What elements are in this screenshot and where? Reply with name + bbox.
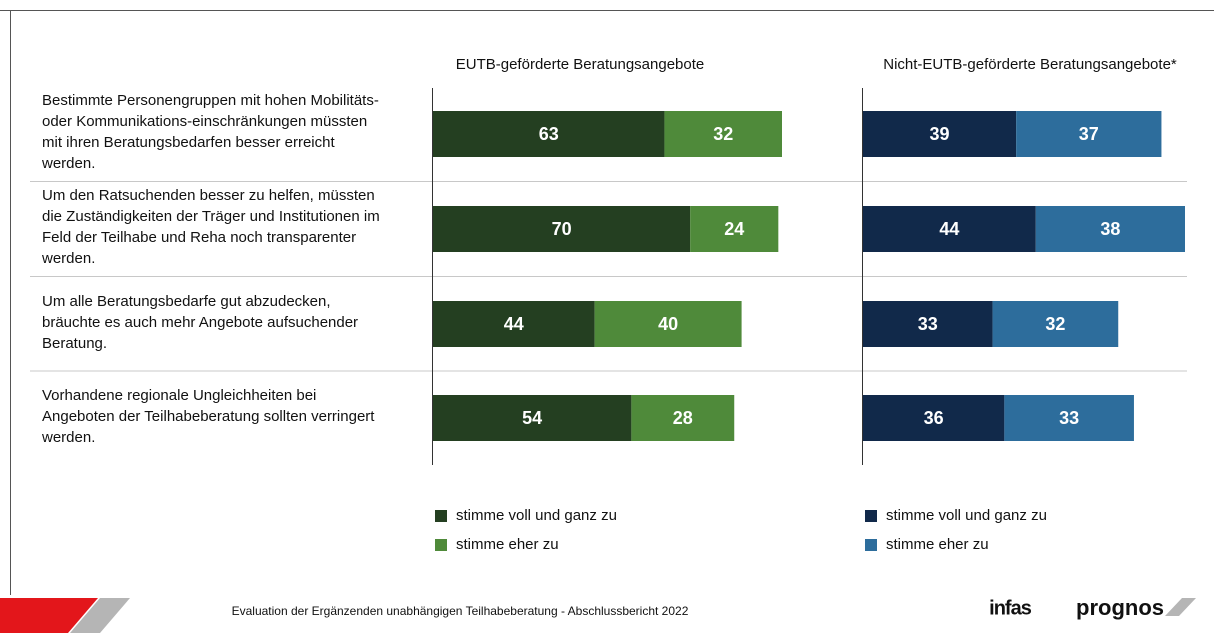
logo-mark — [1165, 598, 1196, 616]
bar-segment — [863, 301, 993, 347]
data-label: 36 — [924, 408, 944, 428]
data-label: 44 — [939, 219, 959, 239]
bar-segment — [631, 395, 735, 441]
bar-segment — [863, 395, 1005, 441]
data-label: 39 — [930, 124, 950, 144]
bar-segment — [863, 111, 1017, 157]
legend-label: stimme voll und ganz zu — [456, 507, 617, 524]
data-label: 38 — [1100, 219, 1120, 239]
bar-segment — [433, 395, 632, 441]
statement: Um alle Beratungsbedarfe gut abzudecken,… — [42, 292, 359, 352]
data-label: 70 — [552, 219, 572, 239]
data-label: 63 — [539, 124, 559, 144]
legend-label: stimme eher zu — [456, 536, 559, 553]
data-label: 54 — [522, 408, 542, 428]
data-label: 33 — [918, 314, 938, 334]
data-label: 32 — [1045, 314, 1065, 334]
data-label: 24 — [724, 219, 744, 239]
footer-stripe-red — [0, 598, 98, 633]
bar-segment — [1016, 111, 1162, 157]
data-label: 32 — [713, 124, 733, 144]
bar-segment — [992, 301, 1119, 347]
panel-title: EUTB-geförderte Beratungsangebote — [456, 56, 705, 73]
statement: Vorhandene regionale Ungleichheiten bei … — [42, 386, 375, 446]
bar-segment — [1035, 206, 1185, 252]
data-label: 40 — [658, 314, 678, 334]
bar-segment — [433, 301, 595, 347]
data-label: 37 — [1079, 124, 1099, 144]
data-label: 33 — [1059, 408, 1079, 428]
legend-swatch — [865, 539, 877, 551]
legend-label: stimme voll und ganz zu — [886, 507, 1047, 524]
legend-swatch — [435, 510, 447, 522]
bar-segment — [594, 301, 742, 347]
bar-segment — [433, 111, 665, 157]
legend-swatch — [435, 539, 447, 551]
statement: Bestimmte Personengruppen mit hohen Mobi… — [42, 92, 379, 172]
panel-title: Nicht-EUTB-geförderte Beratungsangebote* — [883, 56, 1177, 73]
bar-segment — [433, 206, 691, 252]
footer-stripe-grey — [70, 598, 130, 633]
bar-segment — [690, 206, 779, 252]
logo-prognos: prognos — [1076, 595, 1164, 620]
data-label: 28 — [673, 408, 693, 428]
data-label: 44 — [504, 314, 524, 334]
bar-segment — [664, 111, 782, 157]
bar-segment — [1004, 395, 1134, 441]
legend-swatch — [865, 510, 877, 522]
logo-infas: infas — [989, 597, 1032, 619]
bar-segment — [863, 206, 1036, 252]
footer-text: Evaluation der Ergänzenden unabhängigen … — [232, 604, 689, 618]
legend-label: stimme eher zu — [886, 536, 989, 553]
statement: Um den Ratsuchenden besser zu helfen, mü… — [42, 187, 380, 267]
